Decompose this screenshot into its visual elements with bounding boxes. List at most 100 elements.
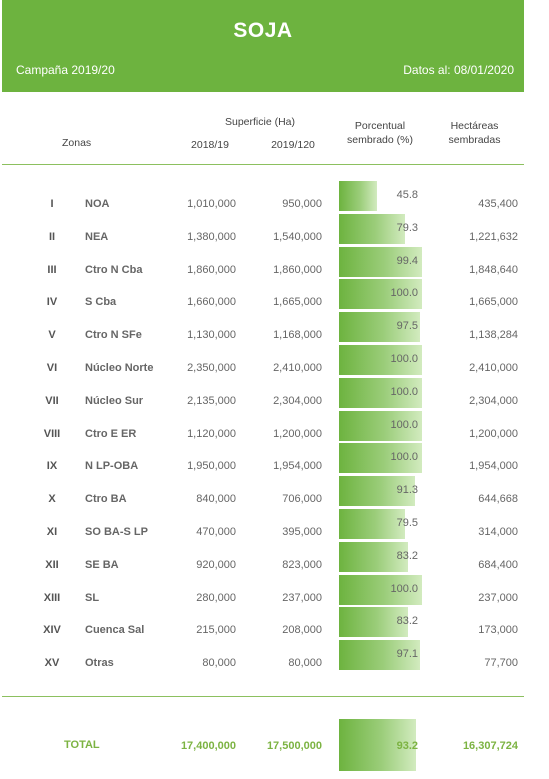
zone-name: Otras (85, 657, 114, 670)
percent-bar (339, 312, 420, 343)
percent-sown: 91.3 (396, 484, 418, 497)
area-2019: 950,000 (282, 198, 322, 210)
hectares-sown: 1,665,000 (469, 296, 518, 309)
table-row: II NEA 1,380,000 1,540,000 79.3 1,221,632 (0, 213, 549, 247)
hectares-sown: 1,954,000 (469, 460, 518, 473)
year-2019-header: 2019/120 (271, 139, 315, 151)
hectares-sown: 314,000 (478, 526, 518, 538)
table-row: XIV Cuenca Sal 215,000 208,000 83.2 173,000 (0, 607, 549, 640)
zone-name: Ctro N Cba (85, 263, 143, 276)
hectares-sown: 1,138,284 (469, 329, 518, 342)
area-2018: 1,860,000 (187, 263, 236, 276)
percent-bar (339, 541, 408, 572)
zone-name: Cuenca Sal (85, 624, 145, 637)
percent-sown: 100.0 (390, 418, 418, 431)
area-2019: 80,000 (288, 657, 322, 670)
percent-sown: 100.0 (390, 353, 418, 365)
zone-number: IV (46, 296, 58, 309)
percent-sown: 100.0 (390, 582, 418, 595)
hectareas-header: Hectáreas sembradas (437, 119, 512, 147)
table-row: VIII Ctro E ER 1,120,000 1,200,000 100.0 1,20… (0, 410, 549, 444)
total-percent: 93.2 (396, 740, 418, 752)
zone-name: Ctro N SFe (85, 329, 142, 342)
hectareas-header-line1: Hectáreas (450, 120, 499, 132)
area-2018: 1,950,000 (187, 460, 236, 473)
total-area-2018: 17,400,000 (180, 740, 236, 752)
hectares-sown: 435,400 (478, 198, 518, 210)
zone-number: XIV (43, 624, 61, 637)
percent-bar (339, 181, 377, 211)
area-2019: 1,665,000 (273, 296, 322, 309)
zone-name: S Cba (85, 296, 117, 309)
zone-name: N LP-OBA (85, 460, 139, 473)
area-2019: 706,000 (282, 493, 322, 506)
title-banner: SOJA Campaña 2019/20 Datos al: 08/01/202… (2, 0, 524, 92)
zone-name: Núcleo Norte (85, 362, 154, 374)
percent-sown: 97.5 (396, 320, 418, 333)
area-2018: 1,660,000 (187, 296, 236, 309)
zone-name: SE BA (85, 558, 119, 571)
total-divider (2, 696, 524, 697)
zone-name: Ctro BA (85, 493, 127, 506)
zonas-header: Zonas (62, 137, 92, 149)
zone-name: NOA (85, 198, 110, 210)
percent-sown: 99.4 (396, 254, 418, 267)
hectares-sown: 1,848,640 (469, 263, 518, 276)
year-2018-header: 2018/19 (191, 139, 229, 151)
data-date-label: Datos al: 08/01/2020 (403, 63, 514, 77)
area-2019: 823,000 (282, 558, 322, 571)
zone-name: NEA (85, 230, 109, 243)
percent-sown: 45.8 (396, 189, 418, 201)
percent-sown: 97.1 (396, 648, 418, 661)
porcentual-header: Porcentual sembrado (%) (335, 119, 425, 147)
percent-sown: 83.2 (396, 549, 418, 562)
area-2018: 80,000 (202, 657, 236, 670)
percent-bar (339, 509, 405, 539)
percent-sown: 100.0 (390, 451, 418, 464)
zone-name: SL (85, 591, 100, 604)
table-row: I NOA 1,010,000 950,000 45.8 435,400 (0, 181, 549, 214)
area-2019: 2,410,000 (273, 362, 322, 374)
hectares-sown: 2,410,000 (469, 362, 518, 374)
zone-number: V (48, 329, 56, 342)
table-row: X Ctro BA 840,000 706,000 91.3 644,668 (0, 476, 549, 509)
area-2019: 1,200,000 (273, 427, 322, 440)
hectares-sown: 644,668 (478, 493, 518, 506)
area-2018: 920,000 (196, 558, 236, 571)
page-title: SOJA (233, 19, 293, 42)
zone-name: Núcleo Sur (85, 394, 144, 407)
table-row: VI Núcleo Norte 2,350,000 2,410,000 100.0 2,4… (0, 345, 549, 378)
total-percent-bar (339, 719, 416, 771)
percent-sown: 79.5 (396, 517, 418, 529)
area-2019: 1,540,000 (273, 230, 322, 243)
percent-bar (339, 476, 415, 507)
zone-number: VII (45, 394, 59, 407)
percent-bar (339, 246, 422, 277)
percent-bar (339, 443, 422, 474)
total-label: TOTAL (64, 739, 100, 751)
hectares-sown: 1,200,000 (469, 427, 518, 440)
area-2018: 215,000 (196, 624, 236, 637)
zone-number: VI (46, 362, 58, 374)
area-2019: 395,000 (282, 526, 322, 538)
superficie-header: Superficie (Ha) (224, 116, 296, 128)
percent-sown: 79.3 (396, 221, 418, 234)
area-2018: 280,000 (196, 591, 236, 604)
area-2019: 1,168,000 (273, 329, 322, 342)
table-row: IV S Cba 1,660,000 1,665,000 100.0 1,665,000 (0, 279, 549, 312)
zone-name: SO BA-S LP (85, 526, 148, 538)
table-row: XIII SL 280,000 237,000 100.0 237,000 (0, 574, 549, 608)
area-2018: 2,350,000 (187, 362, 236, 374)
zone-number: XIII (43, 591, 61, 604)
zone-number: XII (45, 558, 59, 571)
hectares-sown: 2,304,000 (469, 394, 518, 407)
table-row: IX N LP-OBA 1,950,000 1,954,000 100.0 1,954,0… (0, 443, 549, 476)
percent-bar (339, 574, 422, 605)
area-2018: 1,010,000 (187, 198, 236, 210)
table-row: III Ctro N Cba 1,860,000 1,860,000 99.4 1,848… (0, 246, 549, 280)
percent-bar (339, 213, 405, 244)
zone-number: IX (46, 460, 58, 473)
percent-bar (339, 377, 422, 408)
zone-name: Ctro E ER (85, 427, 137, 440)
percent-sown: 83.2 (396, 615, 418, 628)
